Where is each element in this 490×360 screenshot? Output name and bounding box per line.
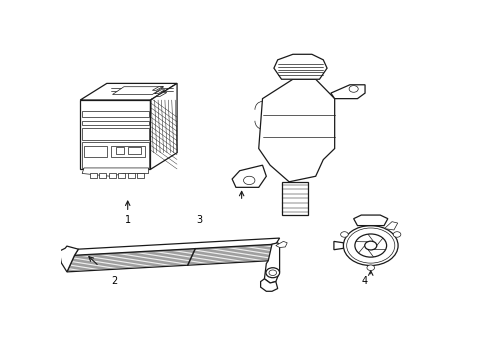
Polygon shape [259,79,335,182]
Polygon shape [154,90,165,94]
Polygon shape [150,84,177,169]
Circle shape [266,268,280,278]
Polygon shape [385,222,398,230]
Polygon shape [152,86,163,90]
Polygon shape [276,242,287,247]
Polygon shape [82,168,148,176]
Polygon shape [109,174,116,177]
Text: 4: 4 [362,276,368,286]
Polygon shape [113,87,164,94]
Polygon shape [84,146,107,157]
Polygon shape [156,93,167,96]
Polygon shape [118,174,125,177]
Polygon shape [82,121,148,125]
Polygon shape [67,244,276,272]
Polygon shape [82,141,148,168]
Text: 3: 3 [197,215,203,225]
Polygon shape [281,182,308,215]
Polygon shape [99,174,106,177]
Polygon shape [55,251,61,264]
Polygon shape [80,100,150,169]
Circle shape [341,232,348,237]
Circle shape [349,86,358,92]
Polygon shape [90,174,97,177]
Circle shape [365,241,377,250]
Polygon shape [354,215,388,226]
Text: 2: 2 [111,276,118,286]
Polygon shape [274,54,327,79]
Circle shape [367,265,374,270]
Polygon shape [128,147,141,154]
Polygon shape [58,246,78,272]
Polygon shape [82,128,148,140]
Polygon shape [74,238,280,255]
Polygon shape [232,165,267,187]
Polygon shape [82,111,148,117]
Circle shape [355,234,387,257]
Polygon shape [265,243,280,283]
Polygon shape [80,84,177,100]
Circle shape [343,226,398,266]
Polygon shape [334,242,343,250]
Circle shape [244,176,255,185]
Polygon shape [137,174,144,177]
Polygon shape [111,146,145,157]
Polygon shape [116,147,124,154]
Polygon shape [261,279,278,291]
Circle shape [269,270,276,275]
Text: 1: 1 [124,215,131,225]
Circle shape [393,232,401,237]
Polygon shape [128,174,135,177]
Polygon shape [331,85,365,99]
